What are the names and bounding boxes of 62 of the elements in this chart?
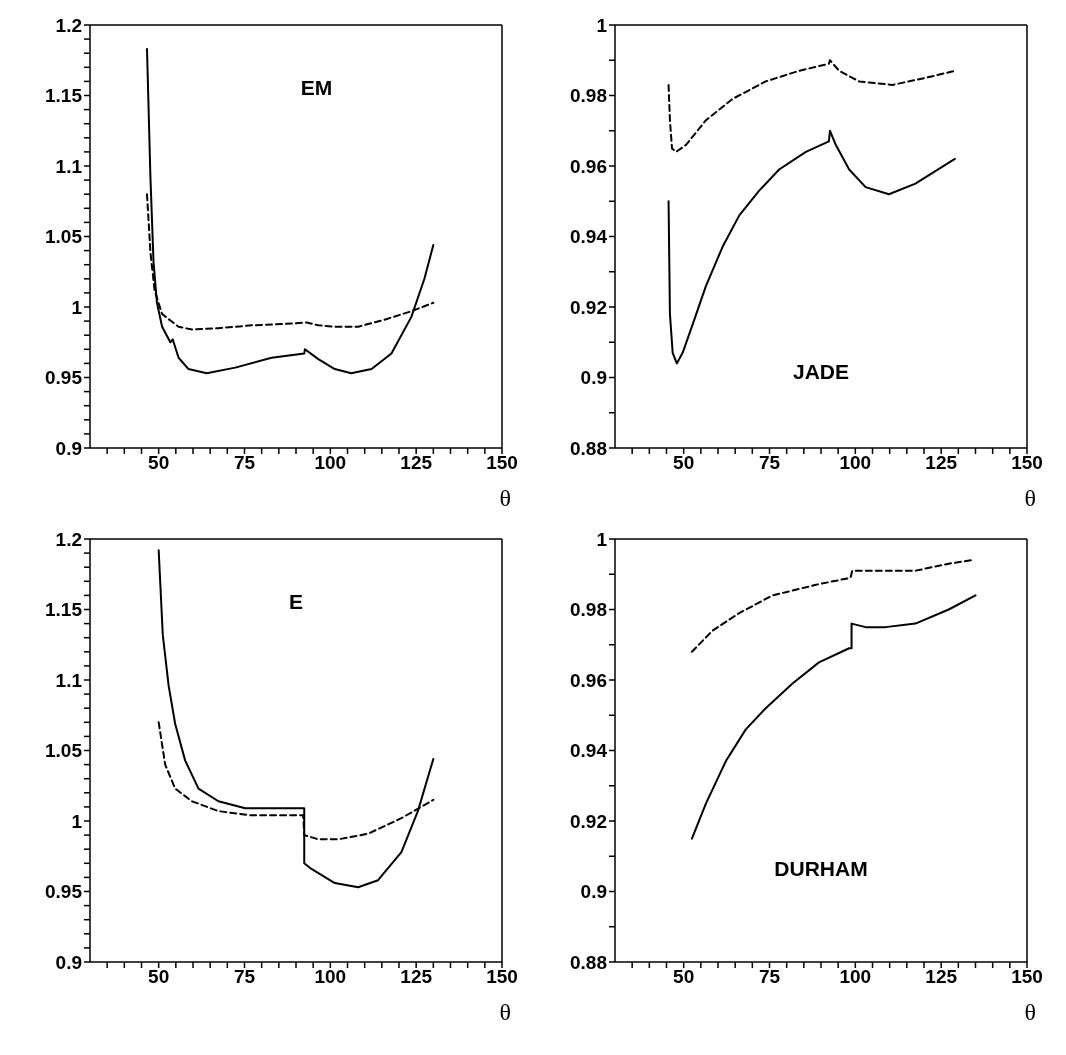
y-tick-label: 1 xyxy=(596,528,608,550)
y-tick-label: 0.9 xyxy=(55,951,82,973)
y-tick-label: 0.9 xyxy=(580,881,607,903)
y-tick-label: 1.05 xyxy=(45,740,83,762)
y-tick-label: 0.95 xyxy=(45,881,83,903)
y-tick-label: 0.9 xyxy=(580,367,607,389)
x-tick-label: 75 xyxy=(233,452,256,474)
y-tick-label: 1.1 xyxy=(55,155,83,177)
x-tick-label: 150 xyxy=(1011,452,1043,474)
x-tick-label: 100 xyxy=(839,966,872,988)
x-tick-label: 150 xyxy=(486,966,518,988)
x-tick-label: 125 xyxy=(925,966,958,988)
line-series xyxy=(157,549,435,889)
annotation: DURHAM xyxy=(774,856,868,881)
annotation: E xyxy=(288,590,304,615)
y-tick-label: 1.15 xyxy=(45,599,83,621)
y-tick-label: 0.98 xyxy=(570,85,607,107)
x-axis-title: θ xyxy=(1024,484,1036,512)
y-tick-label: 1.15 xyxy=(45,85,83,107)
y-tick-label: 1.1 xyxy=(55,669,83,691)
x-axis-title: θ xyxy=(1024,998,1036,1026)
x-tick-label: 125 xyxy=(400,452,433,474)
x-tick-label: 100 xyxy=(839,452,872,474)
y-tick-label: 0.96 xyxy=(570,155,607,177)
x-axis-title: θ xyxy=(499,998,511,1026)
y-tick-label: 0.94 xyxy=(570,740,608,762)
y-tick-label: 0.88 xyxy=(570,951,607,973)
x-tick-label: 125 xyxy=(400,966,433,988)
x-tick-label: 50 xyxy=(148,452,170,474)
x-tick-label: 150 xyxy=(486,452,518,474)
y-tick-label: 0.92 xyxy=(570,296,607,318)
x-tick-label: 75 xyxy=(758,452,781,474)
x-tick-label: 100 xyxy=(314,966,347,988)
line-series xyxy=(145,47,435,375)
x-tick-label: 125 xyxy=(925,452,958,474)
y-tick-label: 1.05 xyxy=(45,226,83,248)
line-series xyxy=(690,559,974,653)
annotation: JADE xyxy=(792,359,850,384)
y-tick-label: 0.94 xyxy=(570,226,608,248)
x-axis-title: θ xyxy=(499,484,511,512)
annotation: EM xyxy=(300,76,333,101)
x-tick-label: 75 xyxy=(758,966,781,988)
x-tick-label: 150 xyxy=(1011,966,1043,988)
x-tick-label: 100 xyxy=(314,452,347,474)
x-tick-label: 50 xyxy=(673,452,695,474)
y-tick-label: 1.2 xyxy=(55,528,82,550)
y-tick-label: 0.95 xyxy=(45,367,83,389)
y-tick-label: 1 xyxy=(71,810,83,832)
line-series xyxy=(690,594,977,840)
x-tick-label: 50 xyxy=(673,966,695,988)
y-tick-label: 0.92 xyxy=(570,810,607,832)
line-series xyxy=(667,129,956,365)
y-tick-label: 1 xyxy=(596,14,608,36)
x-tick-label: 50 xyxy=(148,966,170,988)
y-tick-label: 0.88 xyxy=(570,437,607,459)
y-tick-label: 1.2 xyxy=(55,14,82,36)
y-tick-label: 0.98 xyxy=(570,599,607,621)
y-tick-label: 1 xyxy=(71,296,83,318)
x-tick-label: 75 xyxy=(233,966,256,988)
line-series xyxy=(667,59,956,153)
y-tick-label: 0.9 xyxy=(55,437,82,459)
y-tick-label: 0.96 xyxy=(570,669,607,691)
